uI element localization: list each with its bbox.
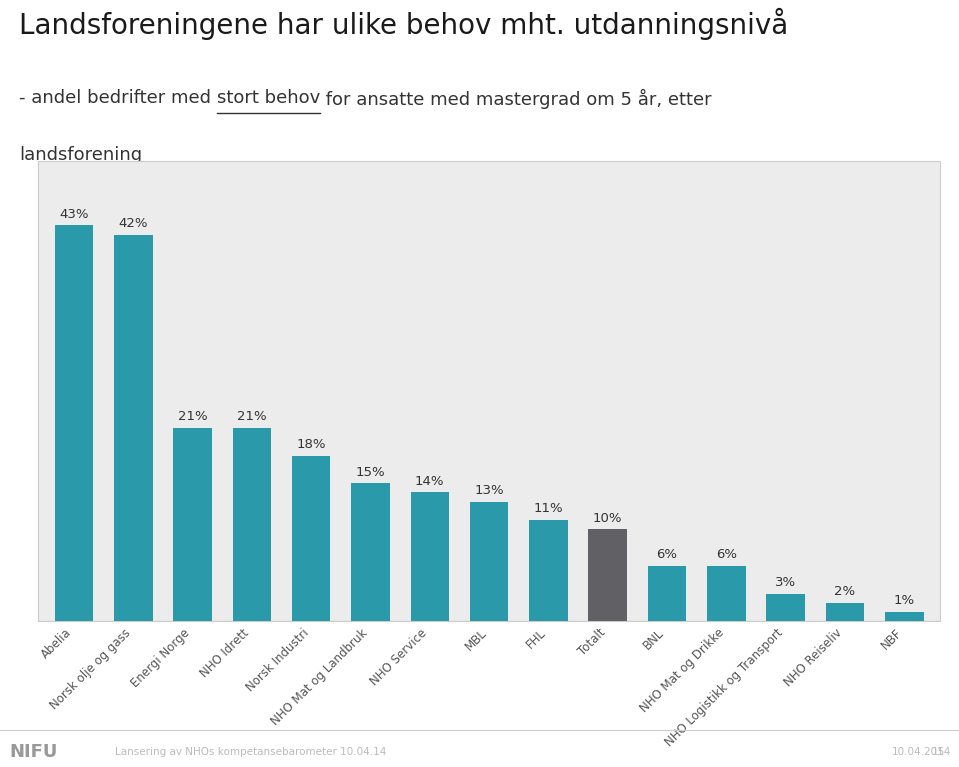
Text: Lansering av NHOs kompetansebarometer 10.04.14: Lansering av NHOs kompetansebarometer 10… [115,747,386,757]
Text: 43%: 43% [59,208,88,221]
Text: 2%: 2% [834,585,855,598]
Bar [766,594,805,621]
Text: 14%: 14% [415,475,445,488]
Text: 11%: 11% [533,502,563,515]
Bar [55,225,93,621]
Text: 21%: 21% [237,410,267,423]
Bar [885,612,924,621]
Bar [529,520,568,621]
Text: 1%: 1% [894,594,915,607]
Text: 18%: 18% [296,438,326,451]
Text: 10.04.2014: 10.04.2014 [892,747,951,757]
Text: 15: 15 [931,747,945,757]
Text: 6%: 6% [715,548,737,561]
Text: landsforening: landsforening [19,146,142,163]
Text: stort behov: stort behov [217,89,320,107]
Bar [826,603,864,621]
Bar [410,492,449,621]
Bar [292,456,331,621]
Bar [707,566,745,621]
Text: NIFU: NIFU [10,743,58,761]
Bar [589,529,627,621]
Text: 10%: 10% [593,512,622,525]
Text: 13%: 13% [475,484,503,497]
Text: for ansatte med mastergrad om 5 år, etter: for ansatte med mastergrad om 5 år, ette… [320,89,712,109]
Text: - andel bedrifter med: - andel bedrifter med [19,89,217,107]
Text: 3%: 3% [775,576,796,589]
Bar [233,428,271,621]
Text: 42%: 42% [119,217,148,230]
Text: Landsforeningene har ulike behov mht. utdanningsnivå: Landsforeningene har ulike behov mht. ut… [19,8,788,40]
Bar [470,502,508,621]
Bar [351,483,389,621]
Text: 21%: 21% [177,410,207,423]
Text: 15%: 15% [356,466,386,479]
Bar [647,566,687,621]
Bar [174,428,212,621]
Bar [114,235,152,621]
Text: 6%: 6% [657,548,677,561]
